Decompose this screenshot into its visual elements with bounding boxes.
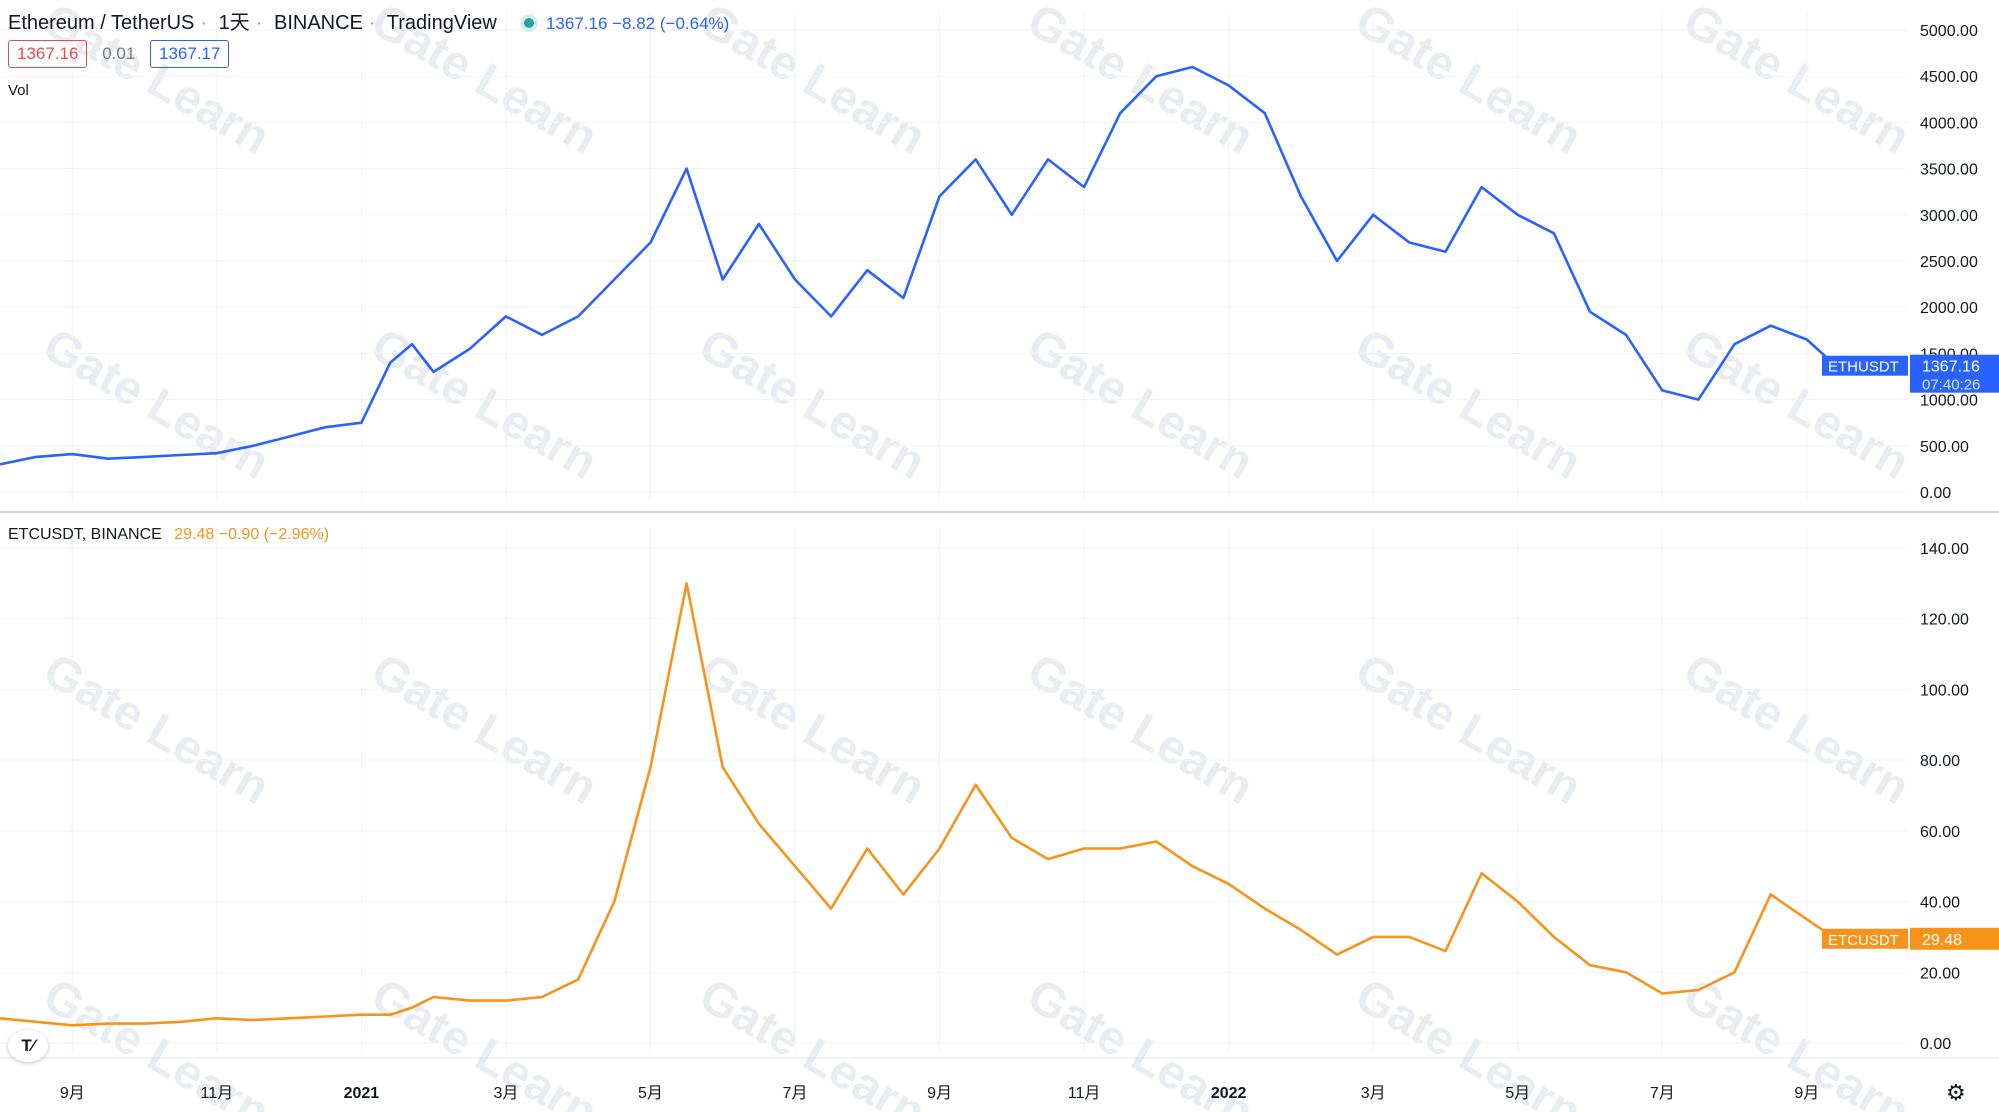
eth-y-tick-label: 0.00	[1920, 485, 1951, 502]
etc-y-tick-label: 20.00	[1920, 965, 1960, 982]
x-tick-label: 9月	[1794, 1085, 1819, 1102]
tradingview-logo-icon[interactable]: T⁄	[8, 1030, 48, 1062]
watermark-text: Gate Learn	[691, 969, 935, 1112]
x-tick-label: 5月	[638, 1085, 663, 1102]
watermark-text: Gate Learn	[35, 644, 279, 815]
eth-y-tick-label: 3000.00	[1920, 208, 1978, 225]
x-tick-label: 2021	[344, 1085, 380, 1102]
x-tick-label: 9月	[927, 1085, 952, 1102]
watermark-text: Gate Learn	[1675, 319, 1919, 490]
x-tick-label: 5月	[1505, 1085, 1530, 1102]
x-tick-label: 11月	[201, 1085, 234, 1102]
buy-price-button[interactable]: 1367.17	[150, 40, 230, 68]
watermark-text: Gate Learn	[363, 319, 607, 490]
watermark-text: Gate Learn	[1675, 644, 1919, 815]
volume-indicator-label[interactable]: Vol	[8, 82, 29, 99]
symbol-name[interactable]: Ethereum / TetherUS	[8, 12, 195, 34]
bar-countdown: 07:40:26	[1922, 377, 1980, 394]
x-tick-label: 7月	[1650, 1085, 1675, 1102]
eth-y-tick-label: 1000.00	[1920, 393, 1978, 410]
eth-last-price-tag	[1910, 354, 1999, 393]
etc-last-price-tag	[1910, 927, 1999, 950]
spread-value: 0.01	[102, 44, 136, 63]
gear-icon[interactable]: ⚙	[1946, 1080, 1966, 1105]
eth-y-tick-label: 2500.00	[1920, 254, 1978, 271]
quote-boxes: 1367.16 0.01 1367.17	[8, 40, 230, 68]
x-tick-label: 3月	[493, 1085, 518, 1102]
watermark-text: Gate Learn	[1019, 319, 1263, 490]
etc-price-line	[0, 582, 1837, 1027]
watermark-text: Gate Learn	[691, 644, 935, 815]
eth-y-tick-label: 500.00	[1920, 439, 1969, 456]
watermark-text: Gate Learn	[363, 969, 607, 1112]
eth-y-tick-label: 2000.00	[1920, 300, 1978, 317]
eth-last-price-label: 1367.16	[1922, 359, 1980, 376]
etc-series-tag	[1822, 928, 1908, 949]
etc-y-tick-label: 0.00	[1920, 1036, 1951, 1053]
eth-series-tag-label: ETHUSDT	[1828, 359, 1899, 376]
eth-quote: 1367.16 −8.82 (−0.64%)	[545, 14, 730, 33]
eth-y-tick-label: 3500.00	[1920, 162, 1978, 179]
watermark-text: Gate Learn	[1347, 644, 1591, 815]
interval-label[interactable]: 1天	[218, 12, 250, 34]
exchange-label: BINANCE	[273, 12, 363, 34]
watermark-text: Gate Learn	[1347, 0, 1591, 165]
etc-y-tick-label: 40.00	[1920, 895, 1960, 912]
sell-price-button[interactable]: 1367.16	[8, 40, 88, 68]
watermark-text: Gate Learn	[691, 319, 935, 490]
eth-series-tag	[1822, 355, 1908, 376]
eth-y-tick-label: 4000.00	[1920, 115, 1978, 132]
x-tick-label: 2022	[1211, 1085, 1247, 1102]
watermark-text: Gate Learn	[1675, 0, 1919, 165]
etc-y-tick-label: 120.00	[1920, 612, 1969, 629]
etc-symbol-name[interactable]: ETCUSDT, BINANCE	[8, 526, 162, 543]
watermark-text: Gate Learn	[363, 644, 607, 815]
etc-y-tick-label: 60.00	[1920, 824, 1960, 841]
watermark-text: Gate Learn	[1347, 319, 1591, 490]
x-tick-label: 9月	[60, 1085, 85, 1102]
etc-pane-header: ETCUSDT, BINANCE 29.48 −0.90 (−2.96%)	[8, 526, 329, 544]
etc-y-tick-label: 140.00	[1920, 541, 1969, 558]
etc-y-tick-label: 100.00	[1920, 682, 1969, 699]
market-status-icon	[524, 17, 535, 28]
etc-series-tag-label: ETCUSDT	[1828, 932, 1899, 949]
x-tick-label: 7月	[783, 1085, 808, 1102]
chart-title-row: Ethereum / TetherUS · 1天 · BINANCE · Tradin…	[8, 12, 730, 34]
eth-y-tick-label: 4500.00	[1920, 69, 1978, 86]
brand-label: TradingView	[386, 12, 497, 34]
etc-last-price-label: 29.48	[1922, 932, 1962, 949]
watermark-text: Gate Learn	[1019, 644, 1263, 815]
etc-quote: 29.48 −0.90 (−2.96%)	[174, 526, 330, 543]
x-tick-label: 3月	[1361, 1085, 1386, 1102]
eth-y-tick-label: 5000.00	[1920, 23, 1978, 40]
etc-y-tick-label: 80.00	[1920, 753, 1960, 770]
eth-price-line	[0, 65, 1837, 466]
watermark-text: Gate Learn	[35, 319, 279, 490]
x-tick-label: 11月	[1068, 1085, 1101, 1102]
